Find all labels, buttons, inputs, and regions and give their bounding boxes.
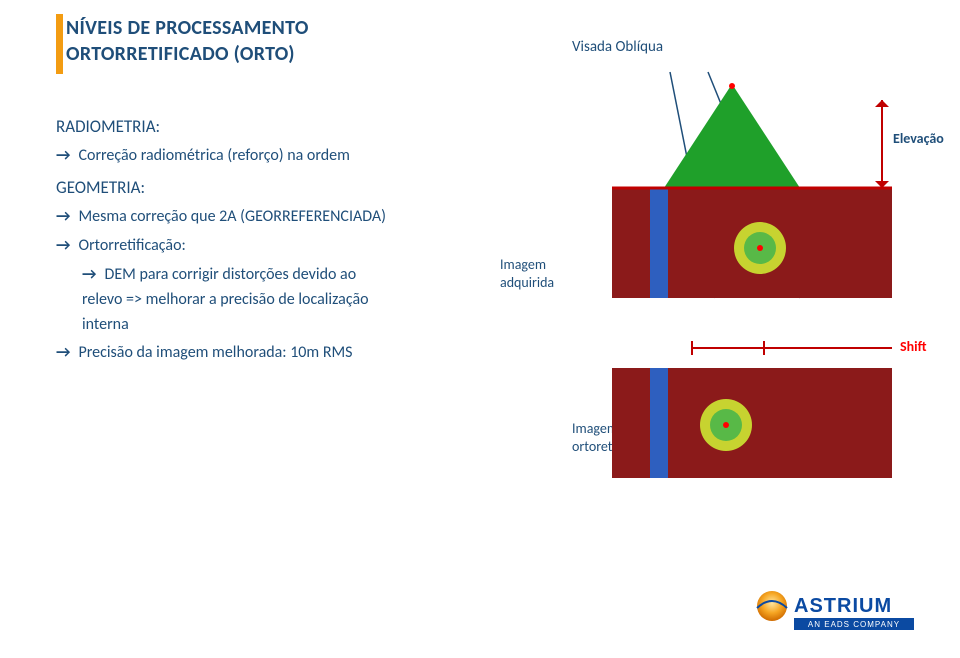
title-accent-bar (56, 14, 63, 74)
geometria-item-1: Mesma correção que 2A (GEORREFERENCIADA) (56, 205, 486, 230)
logo-brand-text: ASTRIUM (794, 595, 892, 617)
diagram (500, 58, 920, 538)
body-column: RADIOMETRIA: Correção radiométrica (refo… (56, 108, 486, 370)
geom-sub-a: DEM para corrigir distorções devido ao (104, 265, 356, 284)
logo-subtitle-text: AN EADS COMPANY (808, 620, 900, 629)
radiometria-heading: RADIOMETRIA: (56, 114, 486, 140)
title-line-1: NÍVEIS DE PROCESSAMENTO (66, 16, 309, 40)
geom-sub-c: interna (82, 315, 129, 334)
geometria-heading: GEOMETRIA: (56, 175, 486, 201)
geometria-item-3: Precisão da imagem melhorada: 10m RMS (56, 341, 486, 366)
geom-sub-b: relevo => melhorar a precisão de localiz… (82, 290, 369, 309)
radiometria-item-1: Correção radiométrica (reforço) na ordem (56, 144, 486, 169)
geometria-item-2: Ortorretificação: (56, 234, 486, 259)
geometria-subitem-1: DEM para corrigir distorções devido ao r… (82, 263, 486, 337)
top-oblique-label: Visada Oblíqua (572, 38, 663, 56)
title-line-2: ORTORRETIFICADO (ORTO) (66, 42, 309, 66)
title-block: NÍVEIS DE PROCESSAMENTO ORTORRETIFICADO … (66, 14, 309, 68)
astrium-logo: ASTRIUM AN EADS COMPANY (754, 586, 924, 634)
